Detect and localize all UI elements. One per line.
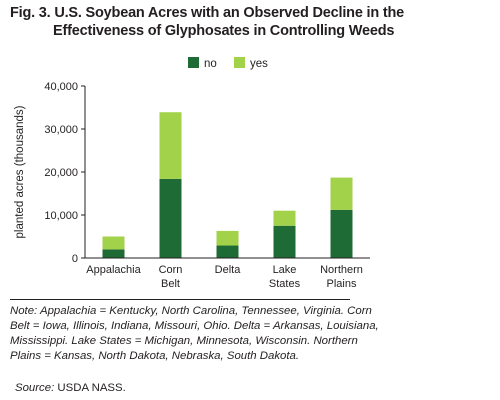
chart-note: Note: Appalachia = Kentucky, North Carol…: [10, 305, 379, 362]
figure-title-line-2: Effectiveness of Glyphosates in Controll…: [53, 23, 395, 39]
x-tick-label: Lake States: [269, 264, 301, 290]
y-tick-label: 30,000: [44, 124, 78, 136]
source-label: Source:: [15, 382, 55, 394]
chart-source: Source: USDA NASS.: [15, 381, 126, 395]
x-tick-label: Delta: [215, 264, 242, 276]
y-tick-label: 40,000: [44, 81, 78, 93]
legend-swatch-yes: [234, 57, 245, 68]
y-tick-label: 10,000: [44, 210, 78, 222]
y-axis-label: planted acres (thousands): [14, 105, 26, 238]
note-divider: [10, 299, 350, 300]
x-axis: Appalachia Corn Belt Delta Lake States Norther…: [85, 257, 370, 290]
bars: [102, 112, 353, 258]
source-text: USDA NASS.: [54, 382, 126, 394]
figure-title-line-1: Fig. 3. U.S. Soybean Acres with an Obser…: [10, 5, 404, 21]
bar-yes-lake-states: [273, 210, 296, 226]
bar-yes-corn-belt: [159, 112, 182, 179]
y-tick-label: 20,000: [44, 167, 78, 179]
bar-no-delta: [216, 245, 239, 258]
x-tick-label: Appalachia: [86, 264, 141, 276]
bar-no-appalachia: [102, 249, 125, 258]
x-tick-label: Corn Belt: [159, 264, 183, 290]
y-tick-label: 0: [72, 253, 78, 265]
x-tick-label: Northern Plains: [320, 264, 363, 290]
bar-yes-northern-plains: [330, 177, 353, 210]
figure-title: Fig. 3. U.S. Soybean Acres with an Obser…: [10, 4, 490, 40]
y-axis: 0 10,000 20,000 30,000 40,000 planted acres (…: [14, 81, 86, 265]
bar-yes-appalachia: [102, 236, 125, 250]
legend-label-no: no: [204, 58, 217, 70]
bar-no-lake-states: [273, 225, 296, 258]
stacked-bar-chart: no yes 0 10,000 20,000 30,000 40,000 planted a…: [14, 57, 370, 290]
legend-label-yes: yes: [250, 58, 268, 70]
bar-no-northern-plains: [330, 209, 353, 258]
bar-yes-delta: [216, 230, 239, 246]
bar-no-corn-belt: [159, 178, 182, 258]
chart-legend: no yes: [188, 57, 268, 70]
legend-swatch-no: [188, 57, 199, 68]
